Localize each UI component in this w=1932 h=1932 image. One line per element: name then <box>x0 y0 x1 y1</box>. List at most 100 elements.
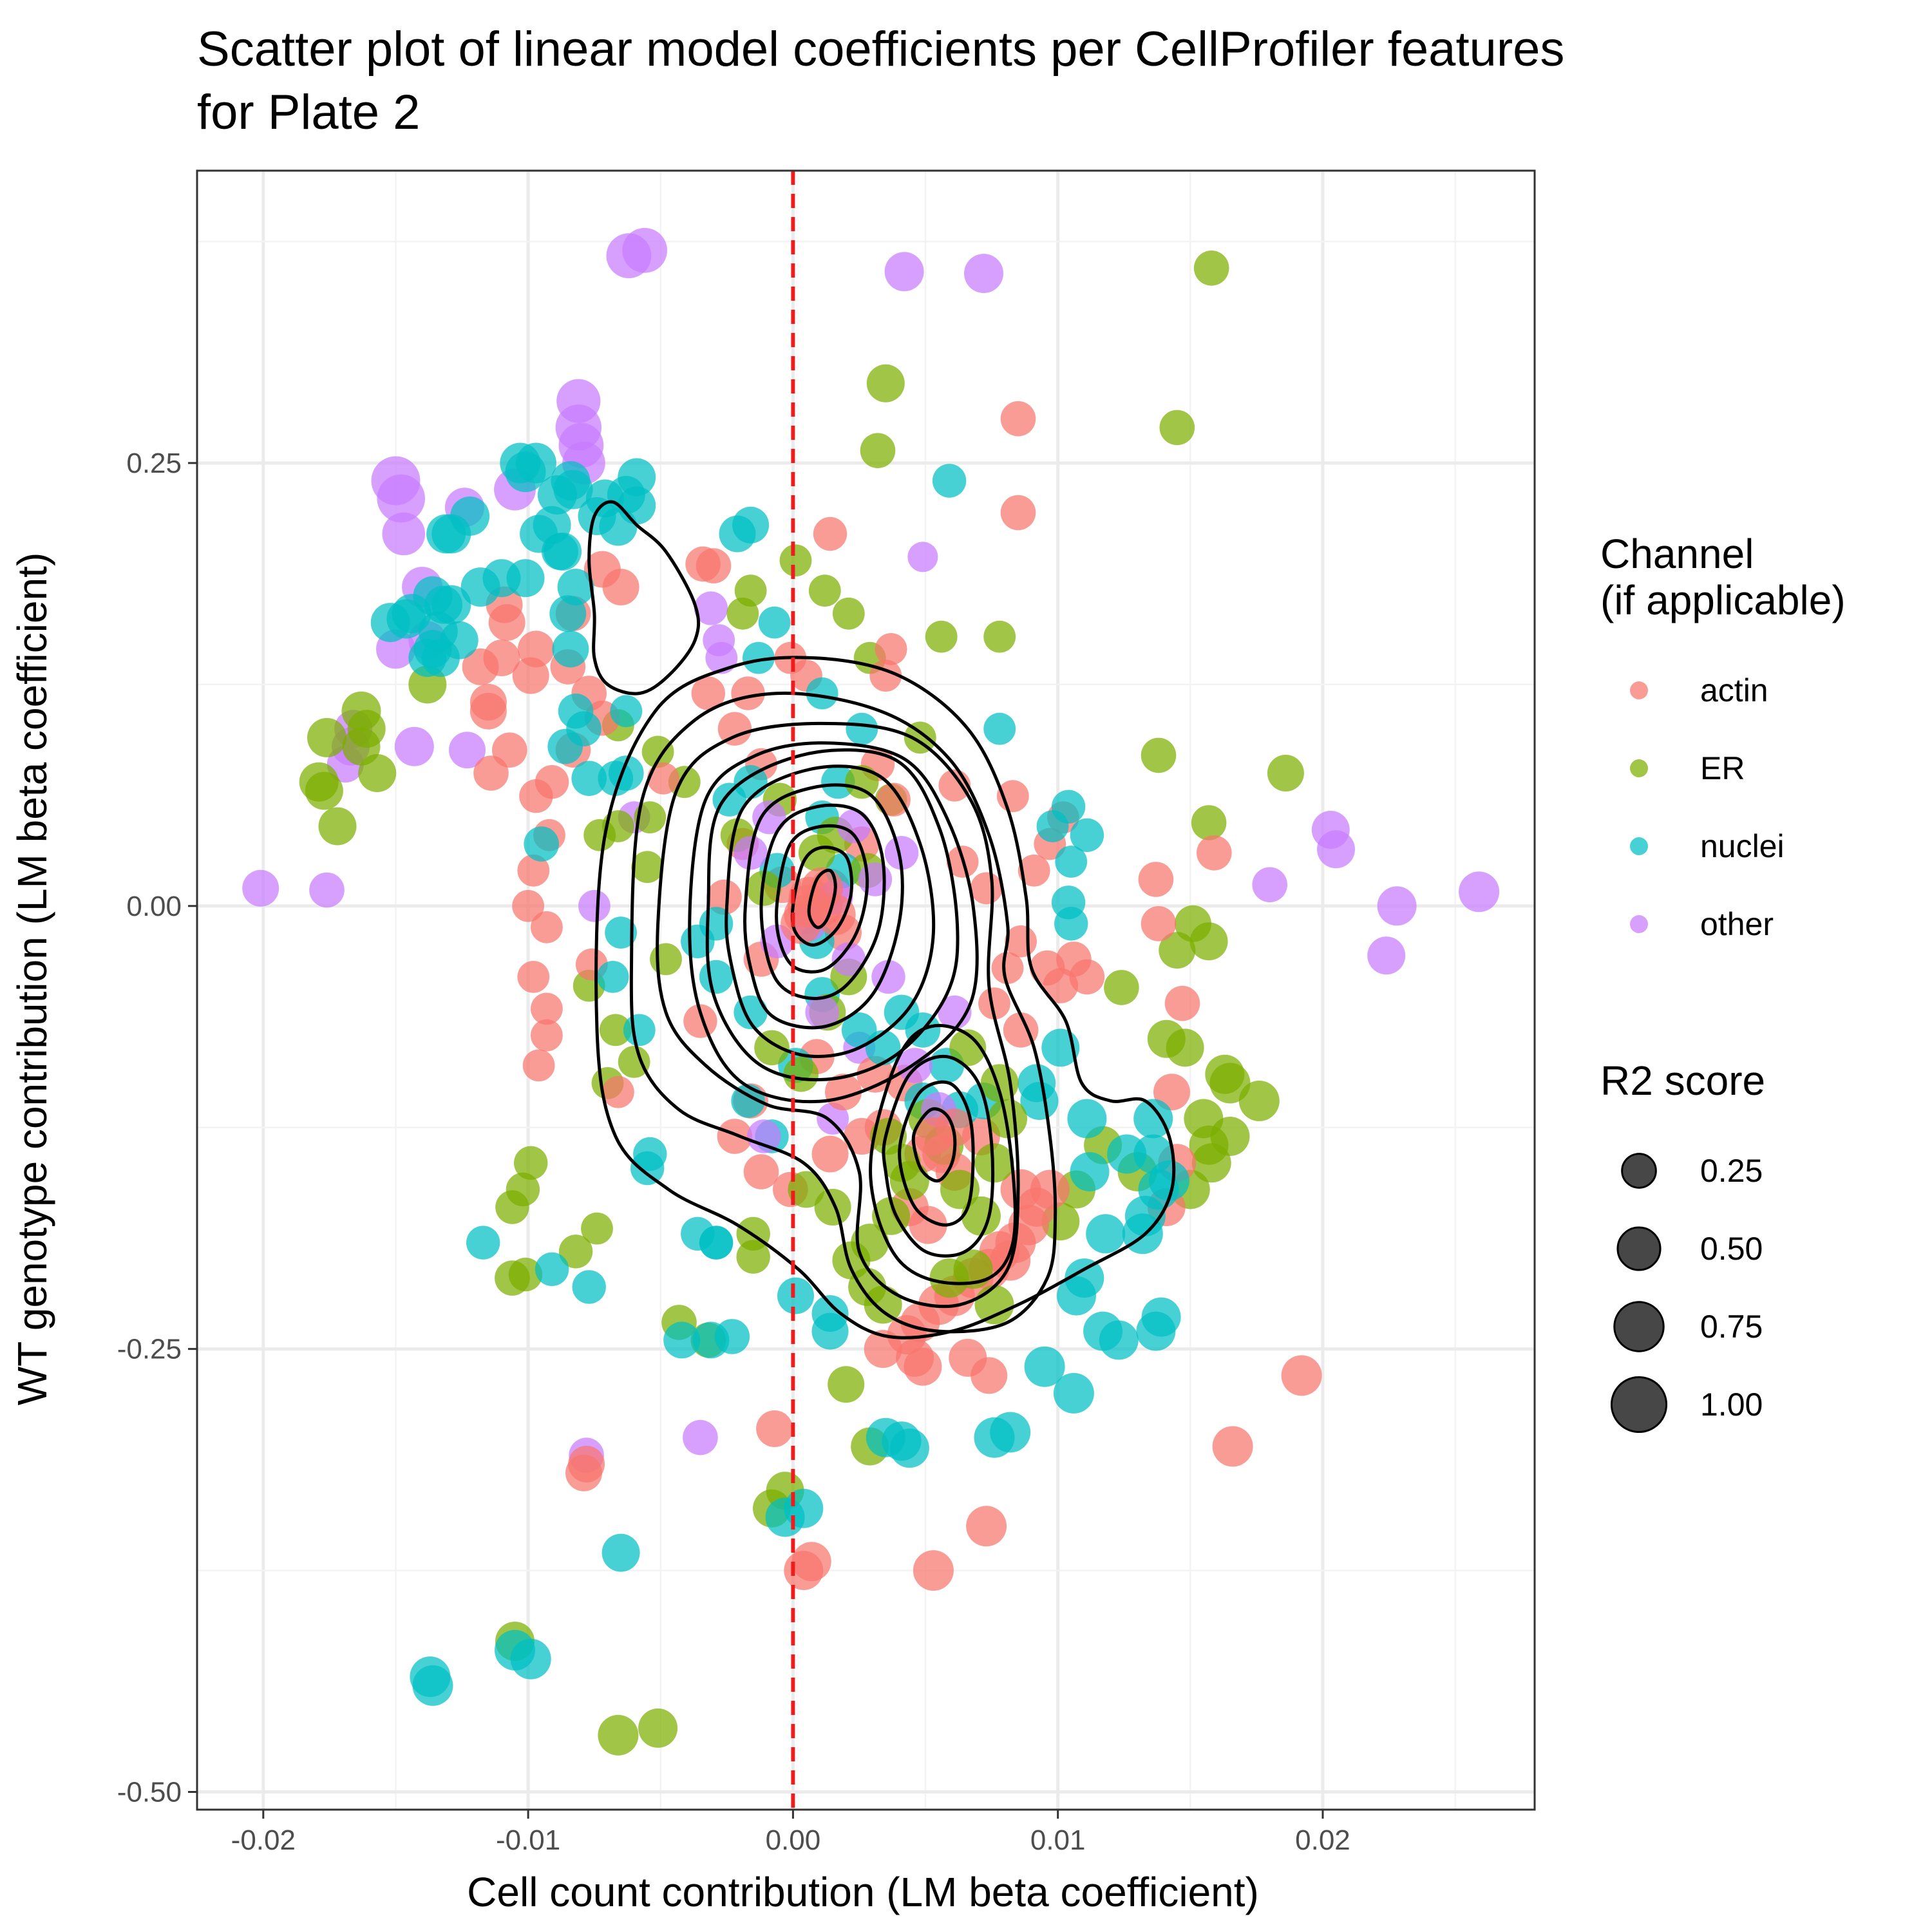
data-point-ER <box>508 1257 543 1292</box>
data-point-actin <box>825 1074 862 1111</box>
data-point-nuclei <box>1018 1064 1056 1103</box>
density-contours <box>587 500 1176 1340</box>
legend-key-actin <box>1630 681 1648 699</box>
data-point-nuclei <box>610 695 643 728</box>
data-point-nuclei <box>571 761 607 796</box>
x-tick-label: -0.01 <box>496 1824 560 1856</box>
data-point-other <box>705 641 738 674</box>
legend-label-other: other <box>1700 906 1774 942</box>
data-point-nuclei <box>1070 1152 1110 1191</box>
data-point-nuclei <box>758 606 791 639</box>
data-point-nuclei <box>506 559 545 598</box>
panel-background <box>197 171 1535 1810</box>
data-point-nuclei <box>605 916 637 949</box>
legend-size-label: 0.75 <box>1700 1309 1763 1345</box>
data-point-ER <box>864 1285 902 1324</box>
data-point-nuclei <box>821 765 855 799</box>
data-point-actin <box>971 1357 1008 1394</box>
data-point-other <box>858 862 893 896</box>
data-point-actin <box>647 762 679 795</box>
data-point-actin <box>935 1108 974 1147</box>
data-point-ER <box>1159 932 1196 969</box>
data-point-other <box>817 1103 849 1135</box>
legend-label-nuclei: nuclei <box>1700 828 1785 864</box>
data-point-nuclei <box>811 1312 849 1350</box>
panel-border <box>196 169 1536 1811</box>
legend-size-key <box>1613 1301 1665 1352</box>
data-point-nuclei <box>542 533 578 570</box>
data-point-ER <box>974 1285 1014 1325</box>
data-point-ER <box>726 597 759 630</box>
data-point-ER <box>1209 1063 1251 1104</box>
data-point-nuclei <box>681 924 715 959</box>
data-point-nuclei <box>806 677 838 710</box>
data-point-nuclei <box>505 451 546 493</box>
data-point-other <box>683 1419 718 1455</box>
data-point-ER <box>1193 251 1229 286</box>
data-point-nuclei <box>630 1151 665 1186</box>
y-axis-title: WT genotype contribution (LM beta coeffi… <box>9 553 55 1406</box>
data-point-nuclei <box>547 728 583 764</box>
data-point-ER <box>832 597 865 630</box>
x-tick-label: -0.02 <box>231 1824 296 1856</box>
data-point-nuclei <box>623 1014 656 1046</box>
data-point-actin <box>1281 1355 1322 1396</box>
data-point-actin <box>519 779 553 813</box>
data-point-nuclei <box>732 506 770 544</box>
data-point-nuclei <box>1024 1346 1065 1387</box>
data-point-ER <box>558 1235 593 1269</box>
data-point-nuclei <box>1053 1372 1094 1414</box>
data-point-actin <box>512 889 544 922</box>
data-point-ER <box>974 1143 1014 1183</box>
data-point-actin <box>1000 401 1036 437</box>
density-contour <box>775 824 869 974</box>
data-point-nuclei <box>524 826 559 862</box>
data-point-nuclei <box>535 1252 569 1287</box>
data-point-ER <box>929 1258 969 1298</box>
data-point-nuclei <box>841 1012 877 1048</box>
data-point-nuclei <box>784 1488 824 1528</box>
data-point-actin <box>531 1019 563 1052</box>
data-point-ER <box>736 1240 770 1274</box>
density-contour <box>724 764 936 1058</box>
data-point-ER <box>599 1014 632 1046</box>
size-legend-title: R2 score <box>1600 1057 1765 1104</box>
data-point-other <box>907 542 938 573</box>
data-point-ER <box>1267 755 1304 791</box>
chart-title-line-2: for Plate 2 <box>197 85 420 140</box>
data-point-actin <box>517 854 550 887</box>
data-point-actin <box>531 992 563 1025</box>
data-point-ER <box>1189 922 1228 961</box>
data-point-ER <box>514 1146 548 1180</box>
x-tick-label: 0.02 <box>1295 1824 1350 1856</box>
data-point-actin <box>683 1004 717 1038</box>
data-point-other <box>242 869 279 907</box>
data-point-nuclei <box>510 1638 551 1680</box>
data-point-nuclei <box>1141 1297 1181 1337</box>
data-point-nuclei <box>1057 1276 1096 1316</box>
data-point-ER <box>305 772 343 810</box>
data-point-other <box>837 809 871 844</box>
data-point-actin <box>568 1446 605 1482</box>
data-point-ER <box>860 433 896 468</box>
data-point-actin <box>602 569 639 606</box>
data-point-nuclei <box>549 595 587 632</box>
data-point-other <box>1459 871 1500 913</box>
data-point-nuclei <box>1099 1320 1139 1360</box>
data-point-ER <box>783 1056 819 1092</box>
legend-size-label: 0.25 <box>1700 1153 1763 1189</box>
data-point-ER <box>638 1708 678 1748</box>
data-point-nuclei <box>412 1665 453 1706</box>
data-point-actin <box>1069 959 1105 995</box>
density-contour <box>898 1080 975 1227</box>
data-point-actin <box>1164 985 1200 1021</box>
data-point-ER <box>961 1196 1001 1236</box>
data-point-actin <box>1138 862 1174 897</box>
data-point-actin <box>731 676 765 710</box>
y-tick-label: 0.00 <box>126 891 182 922</box>
data-point-actin <box>691 676 726 710</box>
data-point-nuclei <box>983 712 1016 745</box>
data-point-actin <box>517 961 550 993</box>
